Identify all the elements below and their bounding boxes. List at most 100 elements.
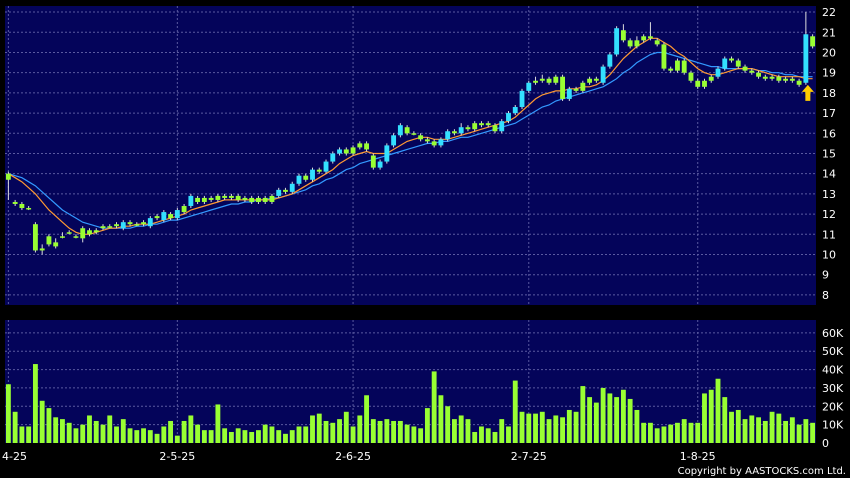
candle-body <box>357 143 363 148</box>
volume-bar <box>269 426 275 443</box>
candle-body <box>580 82 586 91</box>
volume-bar <box>519 411 525 443</box>
candle-body <box>587 78 593 83</box>
x-tick-label: 1-8-25 <box>680 450 716 463</box>
price-tick-label: 19 <box>822 67 836 80</box>
price-tick-label: 15 <box>822 147 836 160</box>
candle <box>391 133 397 148</box>
candle-body <box>323 161 329 172</box>
volume-bar <box>485 428 491 443</box>
volume-bar <box>424 408 430 443</box>
ma-short-line <box>8 37 813 235</box>
candle-body <box>147 218 153 227</box>
price-tick-label: 21 <box>822 26 836 39</box>
candle <box>492 123 498 134</box>
candle-body <box>377 161 383 168</box>
candle <box>708 74 714 83</box>
candle <box>803 12 809 85</box>
candle <box>5 171 11 200</box>
candle <box>438 137 444 148</box>
volume-bar <box>289 430 295 443</box>
candle <box>762 74 768 81</box>
volume-bar <box>107 415 113 443</box>
price-panel: 8 9 10 11 12 13 14 15 16 17 18 19 20 21 22 <box>5 6 836 305</box>
volume-bar <box>53 417 59 443</box>
volume-bar <box>60 419 65 443</box>
volume-bar <box>208 430 214 443</box>
volume-bar <box>127 428 133 443</box>
candle-body <box>789 78 795 81</box>
candle <box>729 56 734 63</box>
candle-body <box>66 232 72 234</box>
volume-bar <box>283 433 288 443</box>
candle <box>235 193 241 202</box>
candle <box>546 76 552 85</box>
candle-body <box>154 216 160 219</box>
candle-body <box>343 149 349 154</box>
candle <box>370 153 376 170</box>
candle <box>384 143 390 164</box>
candle <box>634 36 640 49</box>
candle <box>485 121 491 128</box>
volume-bar <box>26 426 32 443</box>
volume-bar <box>296 426 302 443</box>
candle <box>120 220 126 231</box>
x-tick-label: 2-7-25 <box>511 450 547 463</box>
candle-body <box>330 153 336 162</box>
volume-bar <box>607 393 613 443</box>
candle <box>127 220 133 227</box>
volume-bar <box>695 422 701 443</box>
candle-body <box>735 60 741 67</box>
volume-bar <box>783 420 789 443</box>
volume-bar <box>553 415 559 443</box>
volume-bar <box>539 411 545 443</box>
candle-body <box>647 36 653 39</box>
candle-body <box>215 195 221 200</box>
candle-body <box>391 135 397 146</box>
volume-bar <box>249 431 255 443</box>
candle <box>181 203 187 215</box>
candle-body <box>114 224 119 227</box>
candle <box>93 228 99 235</box>
volume-bar <box>465 419 471 443</box>
candle <box>512 104 518 116</box>
candle-body <box>26 208 32 210</box>
candle-body <box>161 212 167 221</box>
volume-bar <box>479 426 484 443</box>
candle-body <box>5 173 11 180</box>
volume-bar <box>641 422 647 443</box>
candle-body <box>93 230 99 233</box>
price-tick-label: 22 <box>822 6 836 19</box>
volume-bar <box>411 426 417 443</box>
volume-bar <box>702 393 707 443</box>
volume-bar <box>722 397 728 443</box>
volume-bar <box>614 397 620 443</box>
candle-body <box>479 123 484 126</box>
candle <box>249 195 255 204</box>
volume-bar <box>330 422 336 443</box>
candle <box>32 222 38 253</box>
volume-tick-label: 40K <box>822 364 844 377</box>
volume-bar <box>472 431 478 443</box>
candle-body <box>783 78 789 81</box>
candle <box>587 76 593 85</box>
candle <box>208 195 214 202</box>
candle <box>742 64 748 73</box>
x-tick-label: 4-25 <box>2 450 27 463</box>
volume-bar <box>438 395 444 443</box>
candle-body <box>742 66 748 71</box>
candle-body <box>384 145 390 162</box>
volume-bar <box>168 420 174 443</box>
volume-bar <box>762 420 768 443</box>
volume-bar <box>458 415 464 443</box>
candle-body <box>188 195 194 207</box>
candle <box>539 74 545 83</box>
price-tick-label: 11 <box>822 228 836 241</box>
candle-body <box>228 195 234 198</box>
candle <box>262 195 268 204</box>
candle <box>810 34 816 49</box>
candle-body <box>276 189 282 196</box>
candle-body <box>303 175 309 180</box>
candle-body <box>249 197 255 202</box>
candle-body <box>350 147 356 154</box>
